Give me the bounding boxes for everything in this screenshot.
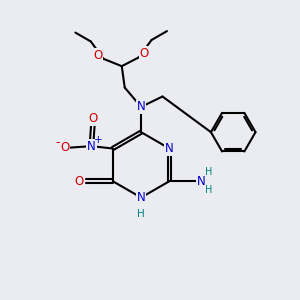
Text: N: N: [165, 142, 174, 155]
Text: -: -: [55, 136, 60, 149]
Text: N: N: [196, 175, 205, 188]
Text: N: N: [137, 100, 146, 113]
Text: N: N: [87, 140, 96, 153]
Text: +: +: [94, 135, 102, 145]
Text: H: H: [137, 209, 145, 219]
Text: O: O: [88, 112, 98, 125]
Text: O: O: [93, 49, 103, 62]
Text: O: O: [75, 175, 84, 188]
Text: O: O: [60, 141, 69, 154]
Text: H: H: [205, 167, 213, 177]
Text: N: N: [137, 191, 146, 204]
Text: H: H: [205, 185, 213, 195]
Text: O: O: [140, 47, 149, 60]
